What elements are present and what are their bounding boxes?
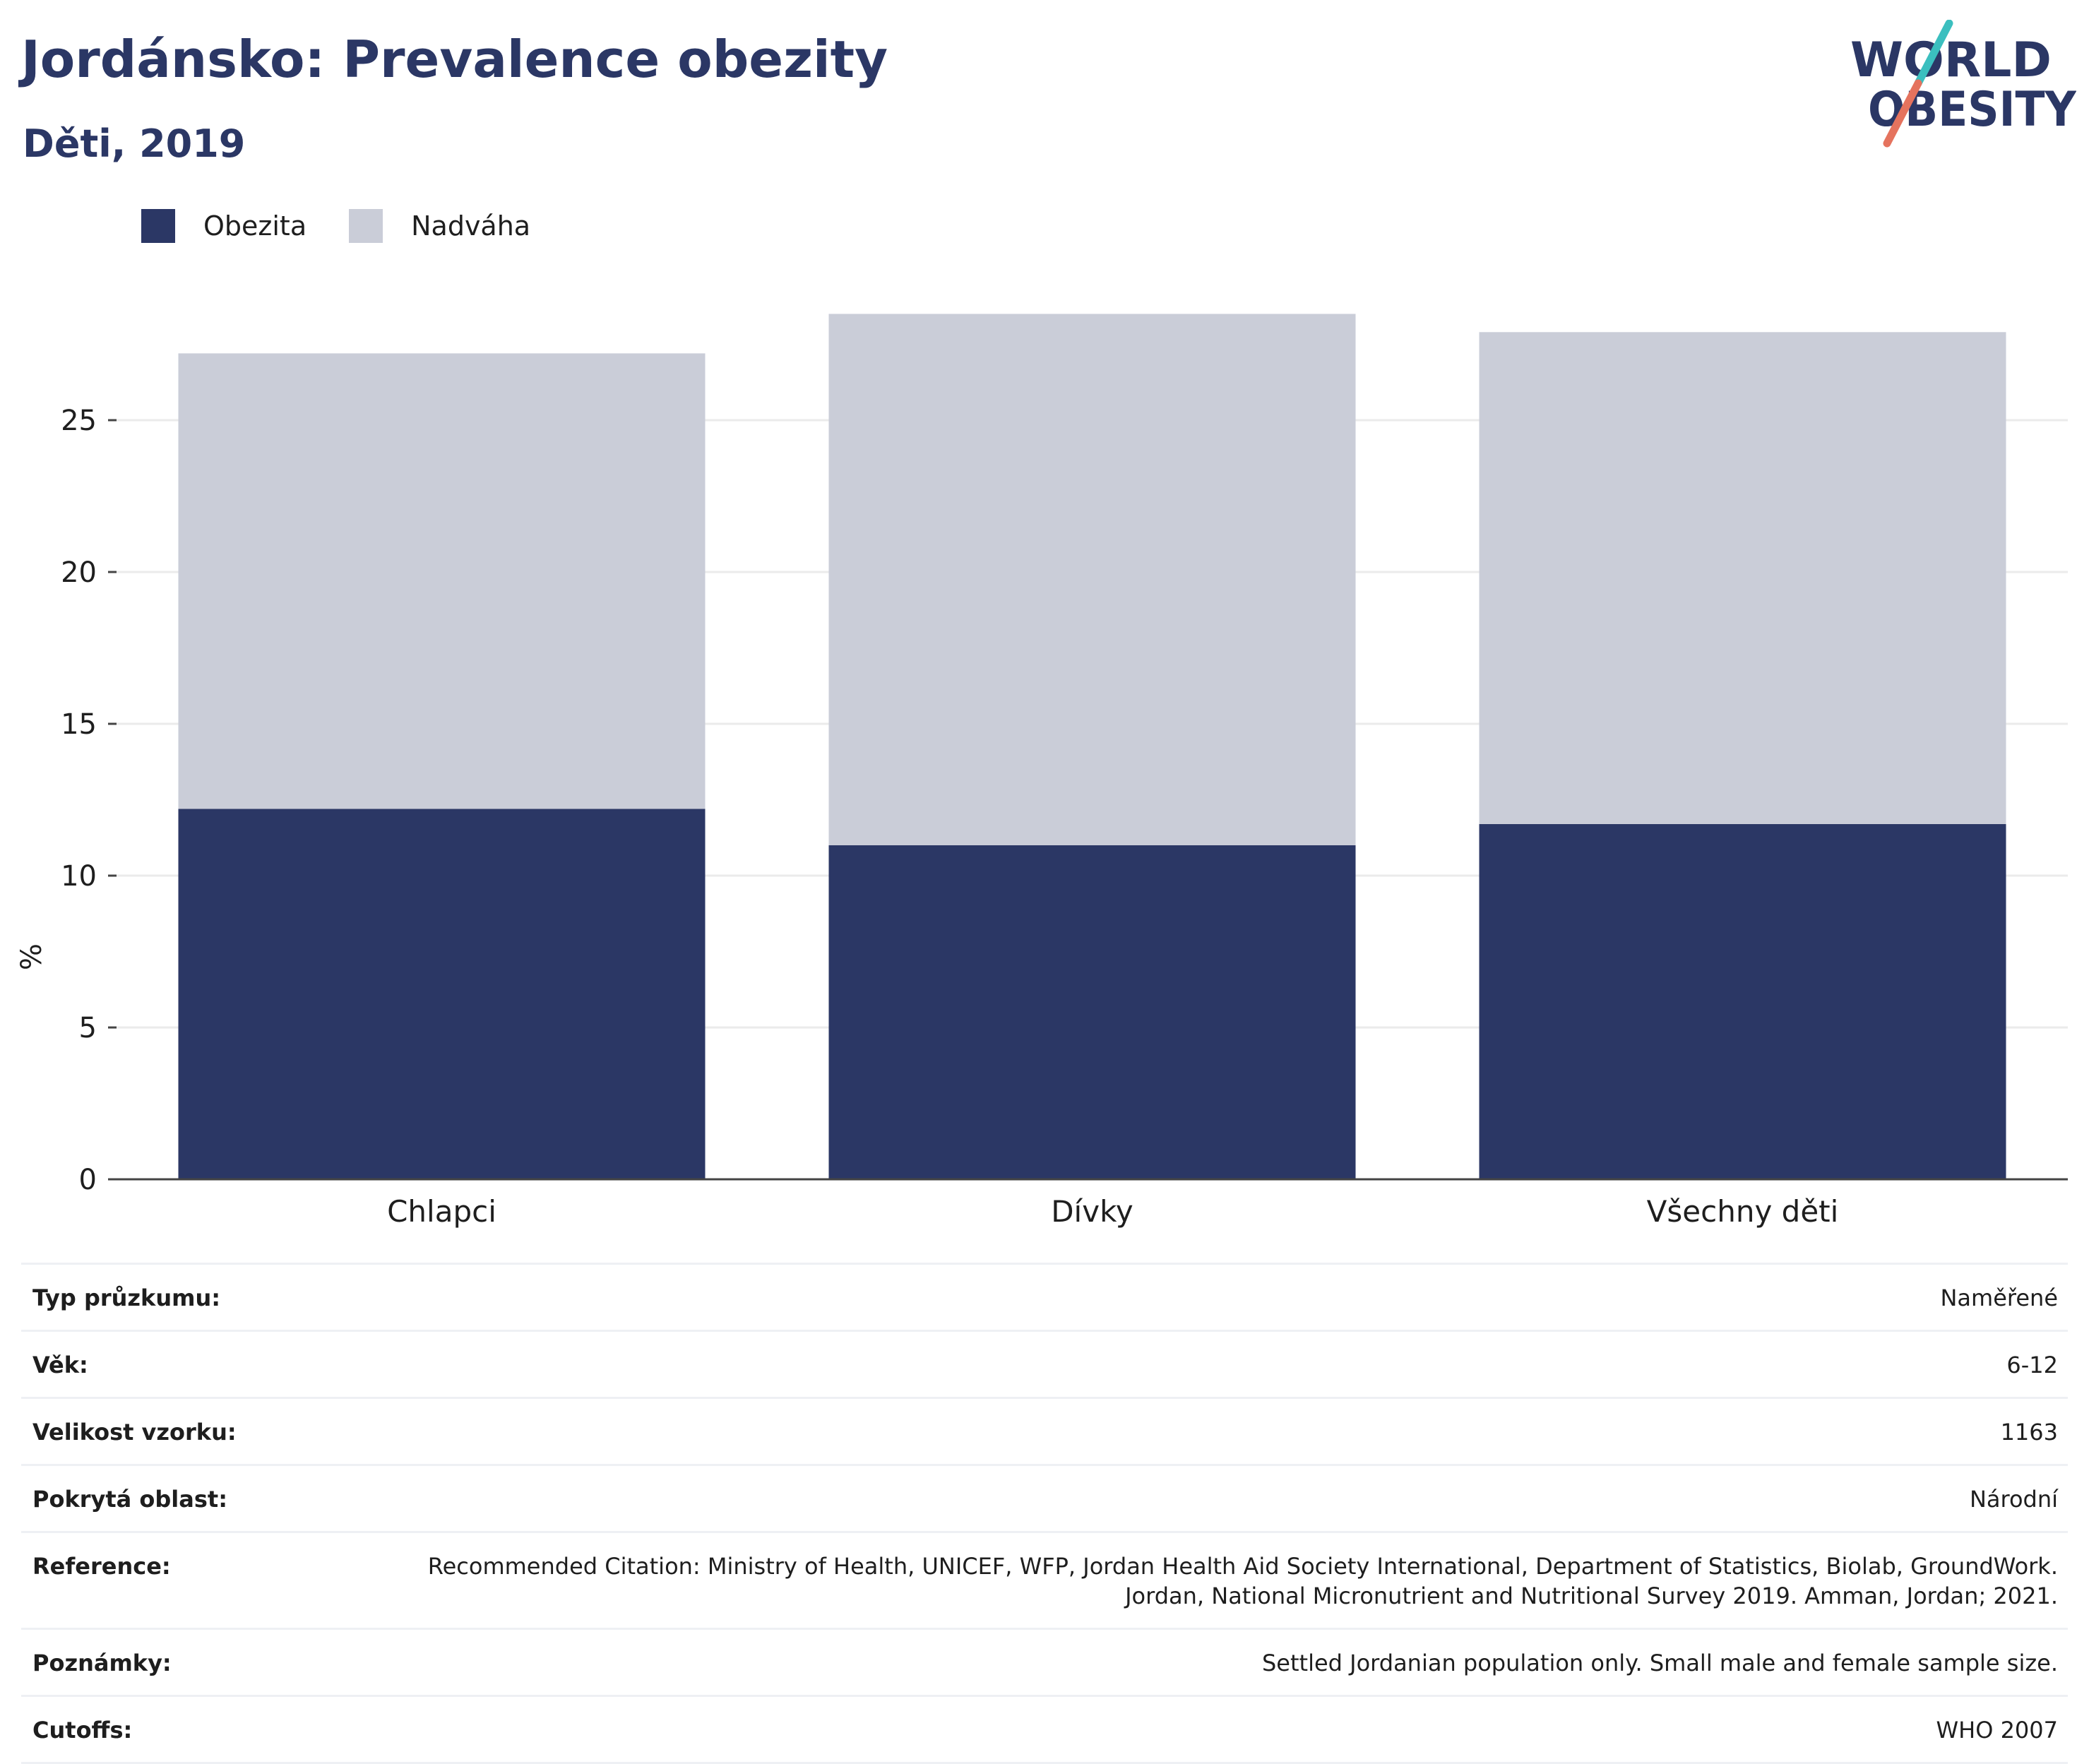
info-value: Naměřené [1940, 1285, 2058, 1311]
bar-nadváha-0 [178, 353, 706, 809]
bar-obezita-0 [178, 809, 706, 1179]
info-label: Věk: [32, 1352, 88, 1378]
bar-nadváha-2 [1479, 332, 2006, 824]
legend-swatch-obezita [141, 209, 175, 243]
info-row-sample-size: Velikost vzorku: 1163 [21, 1399, 2068, 1466]
legend-swatch-nadvaha [349, 209, 383, 243]
chart-legend: Obezita Nadváha [141, 209, 573, 243]
bar-nadváha-1 [828, 314, 1356, 845]
info-label: Pokrytá oblast: [32, 1486, 227, 1513]
info-row-notes: Poznámky: Settled Jordanian population o… [21, 1630, 2068, 1697]
legend-label-nadvaha: Nadváha [411, 210, 531, 242]
info-row-area: Pokrytá oblast: Národní [21, 1466, 2068, 1533]
legend-item-obezita[interactable]: Obezita [141, 209, 306, 243]
logo-text-world: WORLD [1850, 32, 2052, 88]
y-tick-label: 15 [61, 708, 97, 741]
chart-subtitle: Děti, 2019 [23, 121, 246, 166]
info-value: Recommended Citation: Ministry of Health… [427, 1553, 2058, 1609]
info-row-reference: Reference: Recommended Citation: Ministr… [21, 1533, 2068, 1630]
y-axis-label: % [16, 943, 48, 970]
y-tick-label: 5 [79, 1012, 97, 1044]
bar-obezita-1 [828, 845, 1356, 1179]
x-tick-label: Všechny děti [1647, 1194, 1839, 1229]
info-label: Poznámky: [32, 1650, 172, 1676]
y-tick-label: 25 [61, 405, 97, 437]
bar-obezita-2 [1479, 823, 2006, 1179]
logo-slash-bottom [1883, 79, 1922, 148]
info-label: Reference: [32, 1553, 171, 1580]
info-value: 6-12 [2006, 1352, 2058, 1378]
y-tick-label: 0 [79, 1164, 97, 1196]
legend-label-obezita: Obezita [203, 210, 307, 242]
world-obesity-logo: WORLD OBESITY [1850, 20, 2076, 148]
y-tick-labels: 0 5 10 15 20 25 [61, 405, 97, 1196]
info-value: 1163 [2000, 1419, 2058, 1446]
info-row-survey-type: Typ průzkumu: Naměřené [21, 1265, 2068, 1332]
info-value: Settled Jordanian population only. Small… [1261, 1650, 2058, 1676]
y-tick-label: 20 [61, 556, 97, 589]
info-row-cutoffs: Cutoffs: WHO 2007 [21, 1697, 2068, 1764]
info-label: Typ průzkumu: [32, 1285, 221, 1311]
bars [178, 314, 2006, 1179]
x-tick-labels: Chlapci Dívky Všechny děti [387, 1194, 1838, 1229]
info-value: Národní [1969, 1486, 2058, 1513]
legend-item-nadvaha[interactable]: Nadváha [349, 209, 530, 243]
survey-info-table: Typ průzkumu: Naměřené Věk: 6-12 Velikos… [21, 1263, 2068, 1764]
info-row-age: Věk: 6-12 [21, 1332, 2068, 1399]
info-label: Velikost vzorku: [32, 1419, 237, 1446]
info-label: Cutoffs: [32, 1717, 133, 1744]
x-tick-label: Chlapci [387, 1194, 496, 1229]
logo-text-obesity: OBESITY [1868, 82, 2076, 138]
y-tick-label: 10 [61, 860, 97, 893]
bar-chart: 0 5 10 15 20 25 Chlapci Dívky Všechny děti % [16, 314, 2068, 1229]
chart-title: Jordánsko: Prevalence obezity [21, 30, 888, 89]
x-tick-label: Dívky [1051, 1194, 1133, 1229]
info-value: WHO 2007 [1936, 1717, 2059, 1744]
logo-slash-top [1914, 20, 1953, 88]
